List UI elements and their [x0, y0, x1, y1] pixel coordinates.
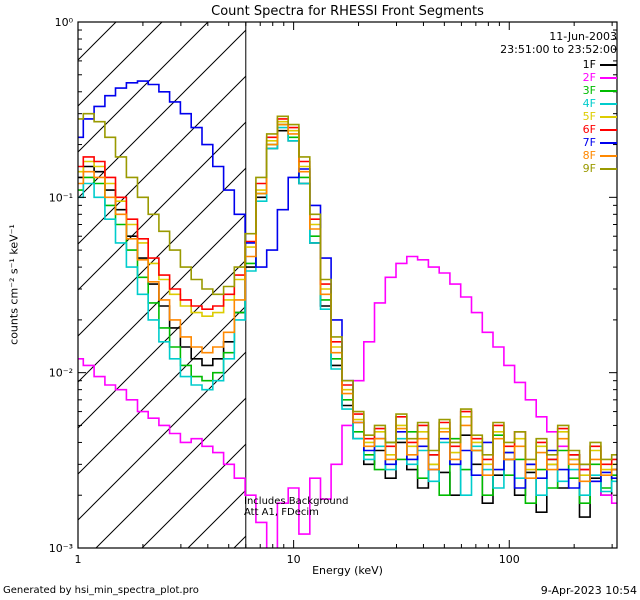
legend-label: 2F [582, 70, 596, 84]
legend-label: 9F [582, 161, 596, 175]
legend-item-2f: 2F [583, 71, 617, 84]
y-tick-label: 10⁻² [49, 367, 73, 380]
legend-item-1f: 1F [583, 58, 617, 71]
legend-swatch [600, 102, 617, 105]
x-axis-label: Energy (keV) [312, 564, 383, 577]
y-tick-label: 10⁰ [55, 16, 74, 29]
hatched-region [78, 22, 246, 548]
legend-swatch [600, 141, 617, 144]
legend-swatch [600, 115, 617, 118]
legend-swatch [600, 154, 617, 157]
footer-timestamp: 9-Apr-2023 10:54 [540, 584, 637, 597]
plot-frame [77, 21, 618, 549]
legend-label: 6F [582, 122, 596, 136]
y-axis-label: counts cm⁻² s⁻¹ keV⁻¹ [7, 224, 21, 345]
legend: 1F 2F 3F 4F 5F 6F 7F 8F 9F [583, 58, 617, 175]
legend-label: 1F [582, 57, 596, 71]
legend-label: 3F [582, 83, 596, 97]
series-9f [78, 112, 617, 466]
annotation: Includes Background Att A1, FDecim [244, 496, 348, 518]
legend-item-6f: 6F [583, 123, 617, 136]
legend-item-9f: 9F [583, 162, 617, 175]
page-title: Count Spectra for RHESSI Front Segments [211, 4, 484, 19]
legend-label: 5F [582, 109, 596, 123]
legend-label: 8F [582, 148, 596, 162]
legend-item-5f: 5F [583, 110, 617, 123]
annotation-line2: Att A1, FDecim [244, 507, 319, 518]
x-tick-label: 100 [499, 553, 520, 566]
y-tick-label: 10⁻³ [49, 542, 73, 555]
observation-date: 11-Jun-2003 [549, 30, 617, 43]
x-tick-label: 1 [75, 553, 82, 566]
legend-label: 7F [582, 135, 596, 149]
annotation-line1: Includes Background [244, 496, 349, 507]
legend-swatch [600, 167, 617, 170]
series-1f [78, 129, 617, 518]
legend-label: 4F [582, 96, 596, 110]
legend-swatch [600, 128, 617, 131]
legend-item-8f: 8F [583, 149, 617, 162]
legend-item-7f: 7F [583, 136, 617, 149]
legend-swatch [600, 76, 617, 79]
series-8f [78, 123, 617, 483]
legend-item-3f: 3F [583, 84, 617, 97]
x-tick-label: 10 [287, 553, 301, 566]
series-2f [78, 255, 617, 548]
observation-interval: 23:51:00 to 23:52:00 [500, 43, 617, 56]
legend-item-4f: 4F [583, 97, 617, 110]
legend-swatch [600, 89, 617, 92]
series-5f [78, 120, 617, 476]
legend-swatch [600, 63, 617, 66]
y-tick-label: 10⁻¹ [49, 191, 73, 204]
footer-generator: Generated by hsi_min_spectra_plot.pro [3, 585, 199, 596]
series-3f [78, 123, 617, 504]
